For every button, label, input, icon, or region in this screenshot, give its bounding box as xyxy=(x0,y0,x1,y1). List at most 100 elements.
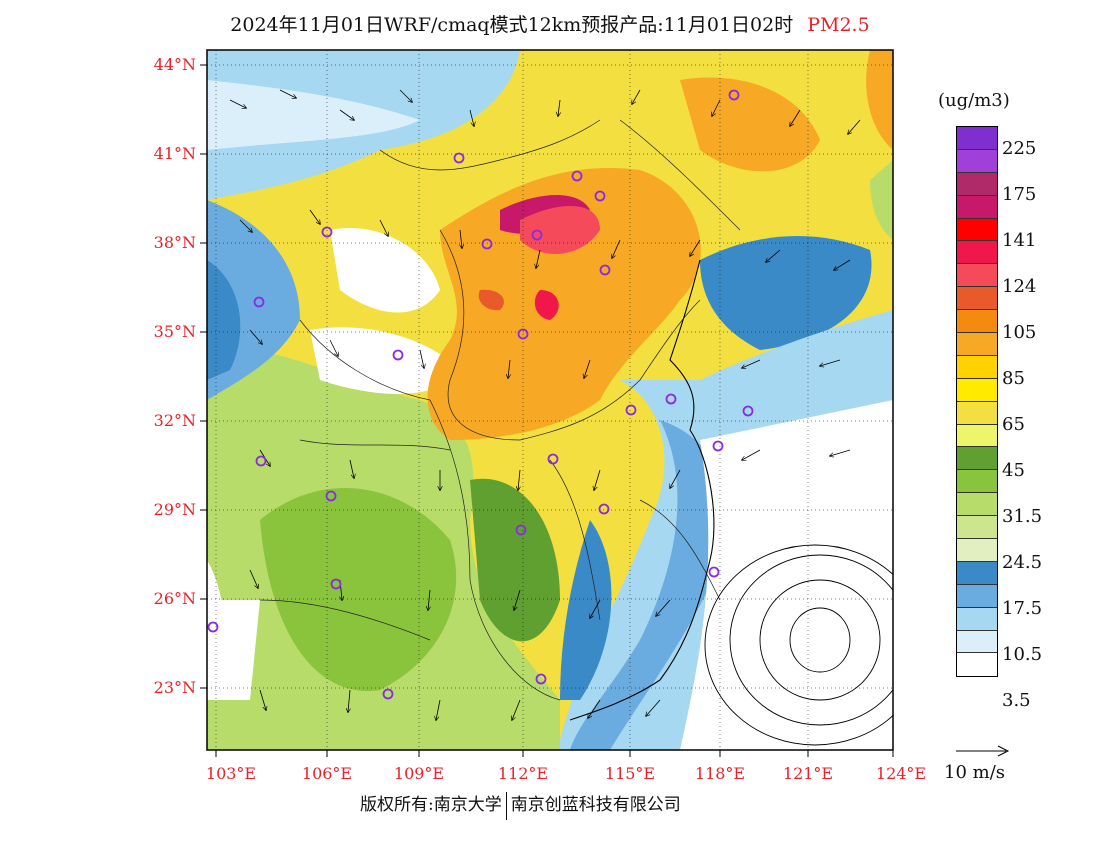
colorbar-swatch xyxy=(957,516,997,540)
city-marker xyxy=(531,229,543,241)
copyright-divider xyxy=(505,791,507,820)
lon-label-124: 124°E xyxy=(875,764,927,783)
city-marker xyxy=(517,328,529,340)
lat-label-38: 38°N xyxy=(153,233,196,252)
hotspot-hebei xyxy=(520,206,600,254)
green-patch-hunan xyxy=(470,478,560,642)
colorbar-swatch xyxy=(957,493,997,517)
colorbar-tick-label: 141 xyxy=(1002,230,1037,251)
colorbar-swatch xyxy=(957,287,997,311)
colorbar-swatch xyxy=(957,149,997,173)
colorbar-swatch xyxy=(957,447,997,471)
city-marker xyxy=(598,503,610,515)
colorbar-tick-label: 175 xyxy=(1002,184,1037,205)
colorbar-swatch xyxy=(957,127,997,150)
city-marker xyxy=(382,688,394,700)
orange-plume-north-china xyxy=(427,168,701,441)
map-field xyxy=(207,50,893,750)
colorbar-tick-label: 31.5 xyxy=(1002,506,1043,527)
city-marker xyxy=(594,190,606,202)
lat-label-26: 26°N xyxy=(153,589,196,608)
hotspot-shanxi xyxy=(534,290,559,320)
wind-reference-label: 10 m/s xyxy=(944,762,1005,783)
colorbar-swatch xyxy=(957,470,997,494)
lon-label-109: 109°E xyxy=(393,764,445,783)
title-text: 2024年11月01日WRF/cmaq模式12km预报产品:11月01日02时 xyxy=(230,14,794,36)
city-marker xyxy=(255,455,267,467)
axis-ticks xyxy=(200,64,894,757)
orange-northeast-edge xyxy=(866,50,893,150)
lat-lon-grid xyxy=(207,50,893,750)
colorbar-tick-label: 24.5 xyxy=(1002,552,1043,573)
page-title: 2024年11月01日WRF/cmaq模式12km预报产品:11月01日02时 P… xyxy=(0,10,1100,37)
green-northeast-edge xyxy=(870,160,893,240)
colorbar-swatch xyxy=(957,195,997,219)
colorbar-swatch xyxy=(957,561,997,585)
city-marker xyxy=(321,226,333,238)
bohai-sea xyxy=(700,236,872,350)
colorbar-tick-label: 85 xyxy=(1002,368,1025,389)
map-frame xyxy=(206,49,894,751)
colorbar-swatch xyxy=(957,218,997,242)
light-region-inner-mongolia xyxy=(207,80,420,150)
colorbar-swatch xyxy=(957,424,997,448)
copyright: 版权所有:南京大学 南京创蓝科技有限公司 xyxy=(360,790,681,820)
green-patch-guizhou xyxy=(260,487,457,692)
lon-label-112: 112°E xyxy=(497,764,549,783)
city-markers xyxy=(207,89,754,700)
colorbar-swatch xyxy=(957,355,997,379)
colorbar-swatch xyxy=(957,172,997,196)
city-marker xyxy=(325,490,337,502)
copyright-left: 版权所有:南京大学 xyxy=(360,795,502,815)
colorbar-swatch xyxy=(957,630,997,654)
colorbar-unit: (ug/m3) xyxy=(938,90,1010,111)
city-marker xyxy=(453,152,465,164)
city-marker xyxy=(330,578,342,590)
colorbar-tick-label: 105 xyxy=(1002,322,1037,343)
colorbar-tick-label: 45 xyxy=(1002,460,1025,481)
colorbar-tick-label: 3.5 xyxy=(1002,690,1031,711)
colorbar-swatch xyxy=(957,378,997,402)
city-marker xyxy=(625,404,637,416)
colorbar-swatch xyxy=(957,241,997,265)
colorbar-swatch xyxy=(957,539,997,562)
lat-label-41: 41°N xyxy=(153,144,196,163)
coastline xyxy=(569,259,715,721)
city-marker xyxy=(708,566,720,578)
lat-label-29: 29°N xyxy=(153,500,196,519)
blue-coastal-belt xyxy=(570,420,728,750)
white-patch-shaanxi xyxy=(310,327,460,394)
blue-jiangxi-channel xyxy=(560,520,612,700)
city-marker xyxy=(571,170,583,182)
hotspot-henan xyxy=(478,289,504,311)
lon-label-115: 115°E xyxy=(604,764,656,783)
colorbar-swatch xyxy=(957,310,997,334)
city-marker xyxy=(481,238,493,250)
lon-label-118: 118°E xyxy=(694,764,746,783)
white-patch-southwest xyxy=(207,600,260,700)
colorbar-swatch xyxy=(957,333,997,356)
city-marker xyxy=(207,621,219,633)
city-marker xyxy=(599,264,611,276)
orange-region-northeast xyxy=(680,77,820,172)
lat-label-44: 44°N xyxy=(153,55,196,74)
colorbar-swatch xyxy=(957,607,997,631)
copyright-right: 南京创蓝科技有限公司 xyxy=(510,795,681,815)
typhoon-wind-circulation xyxy=(704,544,893,746)
wind-reference-arrow xyxy=(956,745,1010,757)
lon-label-103: 103°E xyxy=(205,764,257,783)
variable-label: PM2.5 xyxy=(807,14,870,36)
city-marker xyxy=(253,296,265,308)
city-marker xyxy=(712,440,724,452)
white-patch-ningxia xyxy=(330,228,440,313)
lon-label-121: 121°E xyxy=(782,764,834,783)
colorbar-swatch xyxy=(957,264,997,288)
colorbar-tick-label: 225 xyxy=(1002,138,1037,159)
lon-label-106: 106°E xyxy=(301,764,353,783)
city-marker xyxy=(742,405,754,417)
city-marker xyxy=(535,673,547,685)
colorbar-tick-label: 10.5 xyxy=(1002,644,1043,665)
city-marker xyxy=(547,453,559,465)
city-marker xyxy=(665,393,677,405)
city-marker xyxy=(728,89,740,101)
